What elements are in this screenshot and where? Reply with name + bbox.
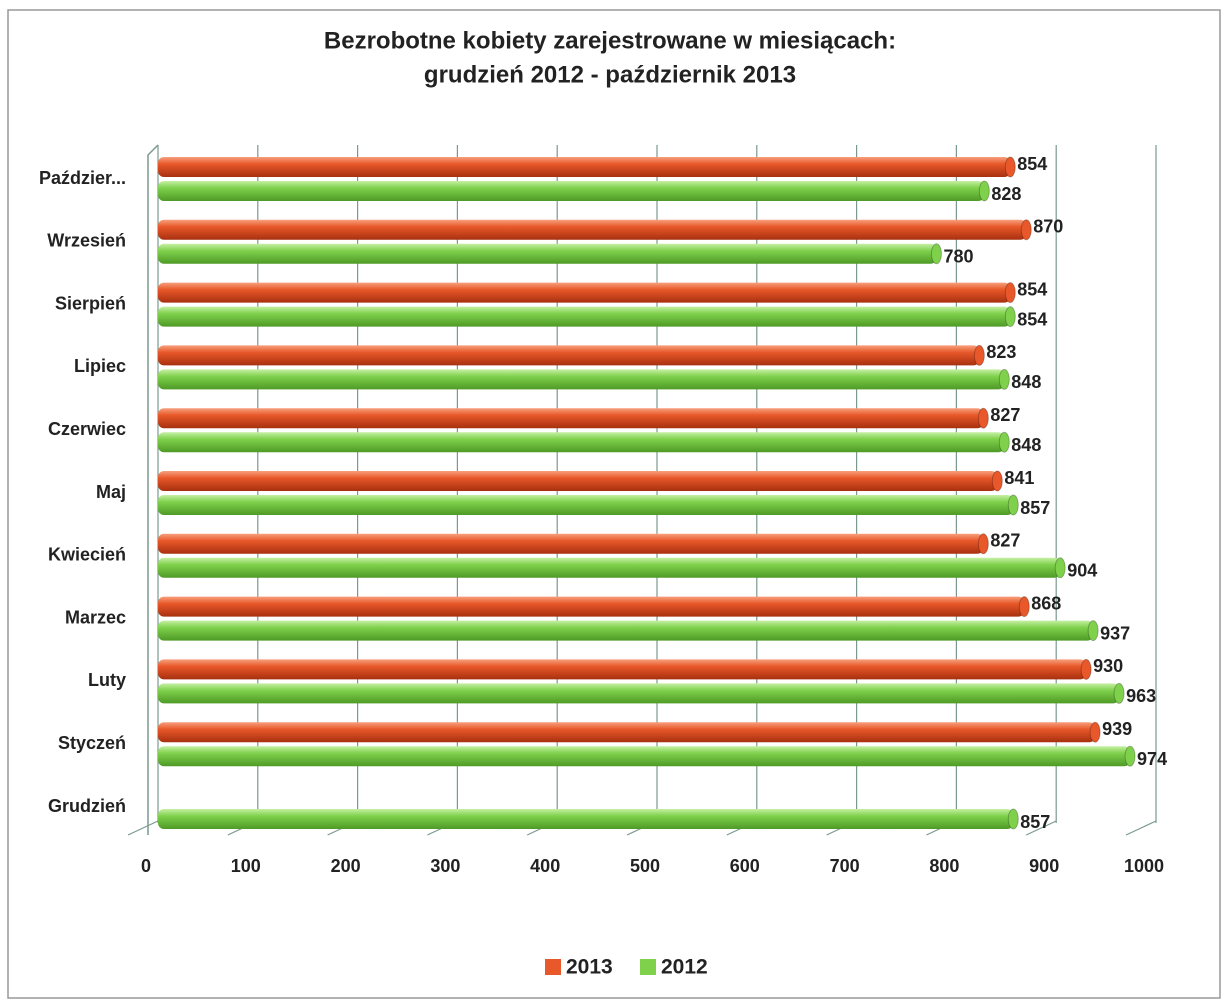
bar [158,722,1096,743]
data-label: 828 [991,184,1021,204]
y-tick-label: Luty [88,670,126,690]
bar-cap [1007,494,1019,516]
x-tick-label: 1000 [1124,856,1164,876]
bar-cap [930,243,942,265]
data-label: 868 [1031,593,1061,613]
bar-cap [998,431,1010,453]
data-label: 780 [943,247,973,267]
bar [158,746,1131,767]
x-tick-label: 500 [630,856,660,876]
data-label: 974 [1137,749,1167,769]
x-tick-label: 700 [830,856,860,876]
bar-cap [1080,658,1092,680]
data-label: 904 [1067,561,1097,581]
y-tick-label: Marzec [65,607,126,627]
data-label: 854 [1017,309,1047,329]
bar-cap [1089,721,1101,743]
bar [158,243,937,264]
bar-cap [1004,306,1016,328]
bar [158,596,1025,617]
bar [158,157,1011,177]
tick-mark [127,820,159,836]
bar-cap [991,470,1003,492]
bar [158,432,1005,453]
x-tick-label: 0 [141,856,151,876]
data-label: 939 [1102,719,1132,739]
x-tick-label: 300 [430,856,460,876]
bar-cap [1004,156,1016,178]
y-tick-label: Lipiec [74,356,126,376]
y-tick-label: Maj [96,482,126,502]
bar-cap [1018,596,1030,618]
data-label: 930 [1093,656,1123,676]
legend-swatch [545,959,561,975]
bar [158,345,980,366]
data-label: 841 [1004,468,1034,488]
data-label: 848 [1011,372,1041,392]
y-tick-label: Sierpień [55,293,126,313]
data-label: 857 [1020,498,1050,518]
y-tick-label: Czerwiec [48,419,126,439]
bar-cap [1020,219,1032,241]
bar [158,533,984,554]
bar [158,495,1014,515]
bar [158,683,1120,704]
bar [158,408,984,429]
bar [158,181,985,201]
bar [158,620,1094,641]
bar-cap [978,180,990,202]
bar-cap [1004,282,1016,304]
y-tick-label: Kwiecień [48,545,126,565]
y-tick-label: Wrzesień [47,231,126,251]
bar-cap [1113,682,1125,704]
tick-mark [1125,820,1157,836]
data-label: 963 [1126,686,1156,706]
frame [7,9,1221,999]
x-tick-label: 800 [929,856,959,876]
bar [158,369,1005,390]
bar-cap [1087,620,1099,642]
data-label: 857 [1020,812,1050,832]
bar [158,659,1087,680]
y-tick-label: Styczeń [58,733,126,753]
bar [158,809,1014,829]
data-label: 854 [1017,154,1047,174]
legend-swatch [640,959,656,975]
data-label: 870 [1033,217,1063,237]
bar [158,557,1061,578]
data-label: 827 [990,531,1020,551]
y-tick-label: Paździer... [39,168,126,188]
bar-cap [1124,745,1136,767]
x-tick-label: 900 [1029,856,1059,876]
bar-cap [973,344,985,366]
data-label: 848 [1011,435,1041,455]
x-tick-label: 200 [331,856,361,876]
data-label: 823 [986,342,1016,362]
x-tick-label: 600 [730,856,760,876]
legend-label: 2013 [566,956,613,979]
y-tick-label: Grudzień [48,796,126,816]
axis-wall [147,144,159,835]
legend-label: 2012 [661,956,708,979]
bar-cap [1054,557,1066,579]
bar [158,306,1011,327]
bar-cap [998,368,1010,390]
x-tick-label: 400 [530,856,560,876]
bar [158,219,1027,240]
bar [158,471,998,491]
data-label: 854 [1017,279,1047,299]
data-label: 937 [1100,623,1130,643]
bar-cap [977,407,989,429]
chart-title: grudzień 2012 - październik 2013 [424,61,796,88]
chart-title: Bezrobotne kobiety zarejestrowane w mies… [324,27,896,54]
x-tick-label: 100 [231,856,261,876]
bar-cap [977,533,989,555]
tick-mark [1025,820,1057,836]
bar-cap [1007,808,1019,830]
data-label: 827 [990,405,1020,425]
bar [158,282,1011,303]
